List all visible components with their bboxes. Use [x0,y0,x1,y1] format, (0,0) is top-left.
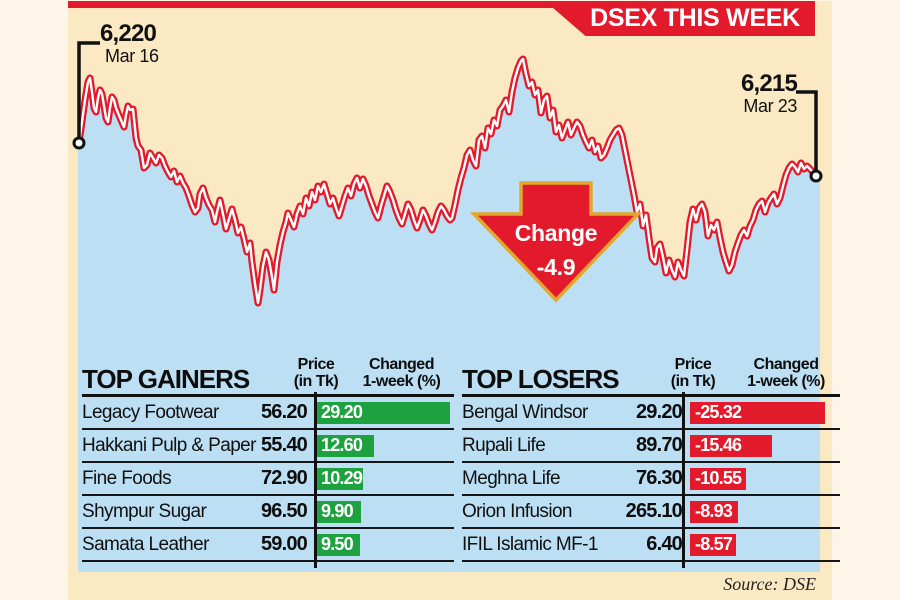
table-row: Hakkani Pulp & Paper 55.40 12.60 [82,430,454,463]
security-name: Samata Leather [82,533,209,555]
change-bar-zone: -25.32 [690,401,840,424]
gainers-axis-line [314,392,317,568]
security-name: Shympur Sugar [82,500,207,522]
changed-header-line1: Changed [753,356,819,373]
price-value: 89.70 [635,434,683,456]
changed-header-line2: 1-week (%) [747,373,825,390]
price-value: 265.10 [625,500,683,522]
start-value: 6,220 [100,20,157,47]
table-row: Legacy Footwear 56.20 29.20 [82,397,454,430]
price-value: 6.40 [646,533,683,555]
security-name: Hakkani Pulp & Paper [82,434,256,456]
change-bar: -15.46 [690,434,772,457]
change-bar-zone: -8.93 [690,500,840,523]
change-bar-zone: -15.46 [690,434,840,457]
change-bar-zone: 9.50 [316,533,454,556]
change-label: Change [514,220,598,246]
top-gainers-table: TOP GAINERS Price (in Tk) Changed 1-week… [82,342,454,568]
change-bar: 10.29 [316,467,363,490]
top-gainers-rows: Legacy Footwear 56.20 29.20 Hakkani Pulp & … [82,397,454,562]
security-name: Fine Foods [82,467,172,489]
start-date: Mar 16 [105,46,159,66]
change-bar: 9.90 [316,500,361,523]
top-gainers-title: TOP GAINERS [82,364,250,394]
security-name: IFIL Islamic MF-1 [462,533,598,555]
end-callout: 6,215 Mar 23 [740,70,798,117]
end-value: 6,215 [740,70,798,97]
table-row: Orion Infusion 265.10 -8.93 [462,496,840,529]
change-bar: -10.55 [690,467,746,490]
change-bar: 29.20 [316,401,450,424]
change-bar: -25.32 [690,401,825,424]
security-name: Legacy Footwear [82,401,219,423]
changed-column-header: Changed 1-week (%) [732,356,840,394]
change-bar: -8.93 [690,500,738,523]
banner-title: DSEX THIS WEEK [545,1,815,36]
price-value: 76.30 [635,467,683,489]
end-callout-line [796,90,818,174]
price-value: 55.40 [260,434,308,456]
price-header-line1: Price [674,356,712,373]
price-column-header: Price (in Tk) [658,356,728,394]
change-bar-zone: -8.57 [690,533,840,556]
table-row: Meghna Life 76.30 -10.55 [462,463,840,496]
top-losers-title: TOP LOSERS [462,364,620,394]
price-value: 29.20 [635,401,683,423]
chart-above-line-fill [78,20,820,303]
price-value: 96.50 [260,500,308,522]
change-bar-zone: 29.20 [316,401,454,424]
end-date: Mar 23 [743,96,797,116]
table-row: IFIL Islamic MF-1 6.40 -8.57 [462,529,840,562]
change-bar-zone: 9.90 [316,500,454,523]
top-losers-rows: Bengal Windsor 29.20 -25.32 Rupali Life 89.7… [462,397,840,562]
change-value: -4.9 [536,254,576,280]
change-bar-zone: 10.29 [316,467,454,490]
top-losers-table: TOP LOSERS Price (in Tk) Changed 1-week … [462,342,840,568]
end-marker-dot [809,169,823,183]
price-value: 59.00 [260,533,308,555]
index-line-inner [78,57,818,305]
source-credit: Source: DSE [723,574,816,594]
change-bar: 9.50 [316,533,360,556]
price-column-header: Price (in Tk) [287,356,345,394]
change-bar: -8.57 [690,533,736,556]
table-row: Samata Leather 59.00 9.50 [82,529,454,562]
start-callout: 6,220 Mar 16 [100,20,159,67]
table-row: Bengal Windsor 29.20 -25.32 [462,397,840,430]
table-row: Shympur Sugar 96.50 9.90 [82,496,454,529]
losers-axis-line [682,392,685,568]
start-callout-line [77,41,100,141]
change-bar: 12.60 [316,434,374,457]
changed-column-header: Changed 1-week (%) [349,356,454,394]
changed-header-line2: 1-week (%) [362,373,441,390]
price-value: 72.90 [260,467,308,489]
change-bar-zone: 12.60 [316,434,454,457]
security-name: Rupali Life [462,434,546,456]
top-red-strip [68,1,815,8]
top-losers-header: TOP LOSERS Price (in Tk) Changed 1-week … [462,342,840,397]
top-gainers-header: TOP GAINERS Price (in Tk) Changed 1-week… [82,342,454,397]
table-row: Rupali Life 89.70 -15.46 [462,430,840,463]
security-name: Bengal Windsor [462,401,588,423]
change-bar-zone: -10.55 [690,467,840,490]
start-marker-dot [72,136,86,150]
price-value: 56.20 [260,401,308,423]
security-name: Orion Infusion [462,500,572,522]
price-header-line2: (in Tk) [670,373,716,390]
table-row: Fine Foods 72.90 10.29 [82,463,454,496]
changed-header-line1: Changed [369,356,434,373]
price-header-line2: (in Tk) [293,373,339,390]
change-down-arrow-icon [469,181,643,303]
price-header-line1: Price [297,356,335,373]
security-name: Meghna Life [462,467,561,489]
